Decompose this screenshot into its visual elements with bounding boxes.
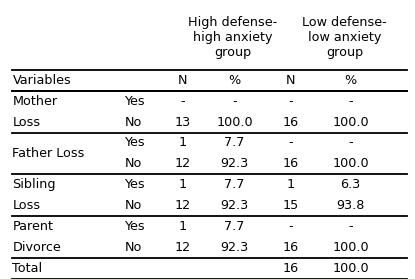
Text: Total: Total — [12, 262, 43, 275]
Text: Yes: Yes — [124, 220, 145, 233]
Text: 16: 16 — [283, 157, 298, 170]
Text: High defense-
high anxiety
group: High defense- high anxiety group — [188, 16, 277, 59]
Text: 12: 12 — [175, 157, 190, 170]
Text: 93.8: 93.8 — [337, 199, 365, 212]
Text: N: N — [178, 74, 187, 87]
Text: Mother: Mother — [12, 95, 58, 108]
Text: 7.7: 7.7 — [224, 136, 245, 150]
Text: 16: 16 — [283, 241, 298, 254]
Text: 12: 12 — [175, 241, 190, 254]
Text: -: - — [232, 95, 237, 108]
Text: No: No — [124, 199, 142, 212]
Text: 92.3: 92.3 — [220, 199, 249, 212]
Text: 1: 1 — [286, 178, 295, 191]
Text: Sibling: Sibling — [12, 178, 56, 191]
Text: Divorce: Divorce — [12, 241, 61, 254]
Text: -: - — [180, 95, 185, 108]
Text: Loss: Loss — [12, 199, 41, 212]
Text: 1: 1 — [178, 220, 187, 233]
Text: Yes: Yes — [124, 178, 145, 191]
Text: %: % — [228, 74, 241, 87]
Text: No: No — [124, 241, 142, 254]
Text: -: - — [348, 95, 353, 108]
Text: 15: 15 — [282, 199, 299, 212]
Text: Variables: Variables — [12, 74, 71, 87]
Text: Yes: Yes — [124, 136, 145, 150]
Text: 1: 1 — [178, 178, 187, 191]
Text: 92.3: 92.3 — [220, 241, 249, 254]
Text: 13: 13 — [174, 116, 191, 129]
Text: Parent: Parent — [12, 220, 54, 233]
Text: 7.7: 7.7 — [224, 220, 245, 233]
Text: 100.0: 100.0 — [332, 116, 369, 129]
Text: No: No — [124, 157, 142, 170]
Text: Father Loss: Father Loss — [12, 147, 85, 160]
Text: 92.3: 92.3 — [220, 157, 249, 170]
Text: 1: 1 — [178, 136, 187, 150]
Text: Low defense-
low anxiety
group: Low defense- low anxiety group — [302, 16, 387, 59]
Text: 12: 12 — [175, 199, 190, 212]
Text: 100.0: 100.0 — [332, 157, 369, 170]
Text: 100.0: 100.0 — [216, 116, 253, 129]
Text: -: - — [348, 220, 353, 233]
Text: 6.3: 6.3 — [341, 178, 361, 191]
Text: Yes: Yes — [124, 95, 145, 108]
Text: No: No — [124, 116, 142, 129]
Text: %: % — [344, 74, 357, 87]
Text: 7.7: 7.7 — [224, 178, 245, 191]
Text: 100.0: 100.0 — [332, 241, 369, 254]
Text: N: N — [286, 74, 295, 87]
Text: -: - — [288, 95, 293, 108]
Text: Loss: Loss — [12, 116, 41, 129]
Text: 16: 16 — [283, 262, 298, 275]
Text: -: - — [288, 136, 293, 150]
Text: -: - — [348, 136, 353, 150]
Text: -: - — [288, 220, 293, 233]
Text: 16: 16 — [283, 116, 298, 129]
Text: 100.0: 100.0 — [332, 262, 369, 275]
